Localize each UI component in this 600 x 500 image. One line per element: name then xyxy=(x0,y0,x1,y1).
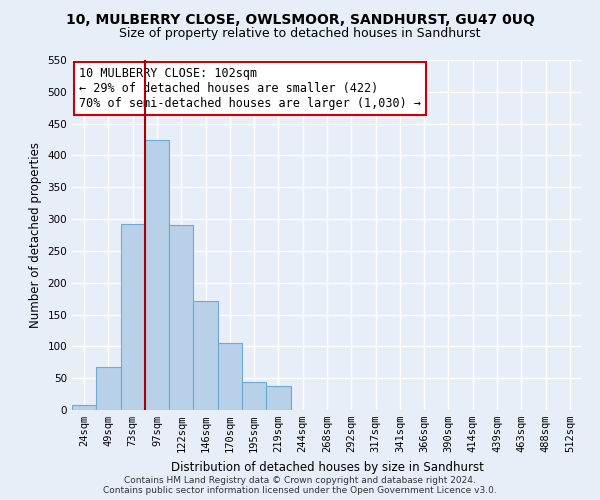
Bar xyxy=(169,225,193,410)
Bar xyxy=(242,382,266,410)
Bar xyxy=(218,343,242,410)
X-axis label: Distribution of detached houses by size in Sandhurst: Distribution of detached houses by size … xyxy=(170,460,484,473)
Bar xyxy=(266,386,290,410)
Text: 10 MULBERRY CLOSE: 102sqm
← 29% of detached houses are smaller (422)
70% of semi: 10 MULBERRY CLOSE: 102sqm ← 29% of detac… xyxy=(79,67,421,110)
Text: Size of property relative to detached houses in Sandhurst: Size of property relative to detached ho… xyxy=(119,28,481,40)
Bar xyxy=(145,140,169,410)
Bar xyxy=(121,224,145,410)
Text: 10, MULBERRY CLOSE, OWLSMOOR, SANDHURST, GU47 0UQ: 10, MULBERRY CLOSE, OWLSMOOR, SANDHURST,… xyxy=(65,12,535,26)
Bar xyxy=(72,405,96,410)
Bar xyxy=(96,366,121,410)
Bar xyxy=(193,300,218,410)
Text: Contains HM Land Registry data © Crown copyright and database right 2024.
Contai: Contains HM Land Registry data © Crown c… xyxy=(103,476,497,495)
Y-axis label: Number of detached properties: Number of detached properties xyxy=(29,142,42,328)
